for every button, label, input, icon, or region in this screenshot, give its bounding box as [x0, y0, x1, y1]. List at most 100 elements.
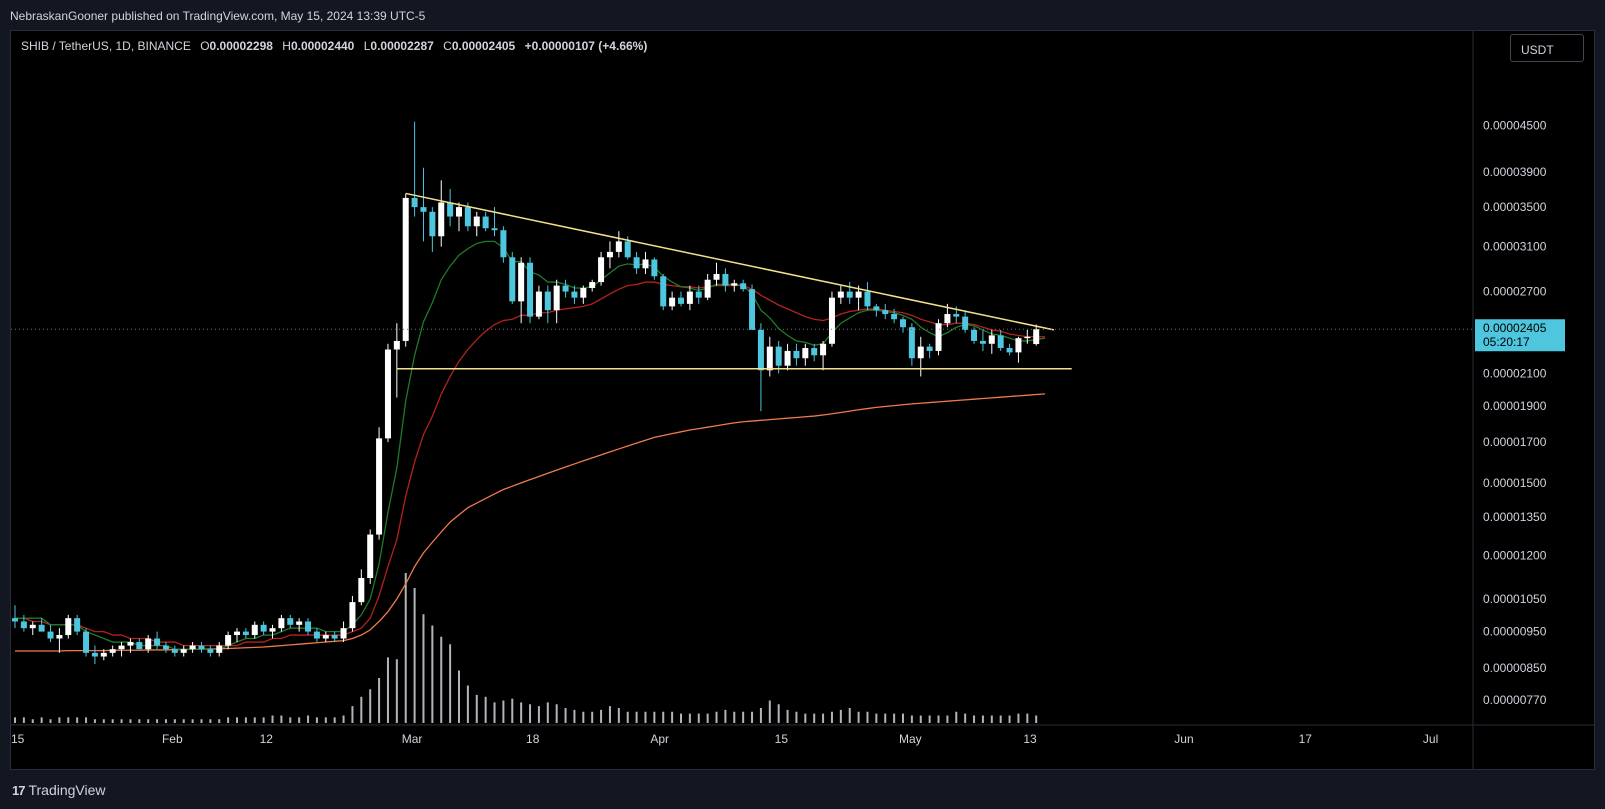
currency-button[interactable]: USDT	[1510, 34, 1584, 62]
candle-body	[278, 618, 285, 629]
candle-body	[171, 649, 178, 653]
volume-bar	[715, 711, 718, 723]
candle-body	[411, 197, 418, 208]
y-tick-label: 0.00000850	[1483, 661, 1547, 675]
volume-bar	[244, 717, 247, 723]
volume-bar	[484, 696, 487, 723]
candle-body	[349, 602, 356, 629]
volume-bar	[777, 704, 780, 723]
y-tick-label: 0.00001500	[1483, 476, 1547, 490]
high-label: H	[282, 39, 291, 53]
x-tick-label: 18	[526, 732, 540, 746]
volume-bar	[1017, 713, 1020, 723]
volume-bar	[31, 719, 34, 723]
low-value: 0.00002287	[370, 39, 434, 53]
tradingview-logo[interactable]: 17 TradingView	[12, 782, 106, 798]
candle-body	[527, 262, 534, 317]
volume-bar	[662, 711, 665, 723]
volume-bar	[653, 711, 656, 723]
candle-body	[242, 631, 249, 636]
candle-body	[749, 289, 756, 330]
candle-body	[793, 350, 800, 359]
volume-bar	[369, 689, 372, 723]
candle-body	[225, 635, 232, 646]
volume-bar	[644, 711, 647, 723]
candle-body	[322, 635, 329, 639]
volume-bar	[733, 711, 736, 723]
x-tick-label: Jun	[1174, 732, 1193, 746]
volume-bar	[866, 711, 869, 723]
volume-bar	[111, 719, 114, 723]
price-chart[interactable]: 0.00004500 0.00003900 0.00003500 0.00003100…	[11, 31, 1594, 769]
candle-body	[544, 291, 551, 311]
volume-bar	[227, 717, 230, 723]
volume-bar	[262, 717, 265, 723]
volume-bar	[351, 706, 354, 723]
candle-body	[731, 283, 738, 286]
candle-body	[606, 251, 613, 258]
volume-bar	[910, 715, 913, 723]
volume-bar	[626, 711, 629, 723]
volume-bar	[120, 719, 123, 723]
candle-body	[1006, 348, 1013, 353]
volume-bar	[857, 711, 860, 723]
volume-bar	[671, 711, 674, 723]
volume-bar	[49, 719, 52, 723]
descending-trendline	[405, 192, 1055, 331]
volume-bar	[697, 713, 700, 723]
volume-bar	[848, 708, 851, 723]
volume-bar	[156, 719, 159, 723]
volume-bar	[164, 719, 167, 723]
volume-bar	[822, 713, 825, 723]
chart-frame[interactable]: 0.00004500 0.00003900 0.00003500 0.00003100…	[10, 30, 1595, 770]
volume-bar	[173, 719, 176, 723]
volume-bar	[67, 717, 70, 723]
volume-bar	[182, 719, 185, 723]
volume-bar	[555, 704, 558, 723]
countdown-label: 05:20:17	[1483, 335, 1530, 349]
candle-body	[145, 638, 152, 650]
volume-bar	[955, 711, 958, 723]
volume-bar	[981, 715, 984, 723]
volume-bar	[58, 717, 61, 723]
candle-body	[766, 346, 773, 371]
volume-bar	[209, 719, 212, 723]
candle-body	[686, 291, 693, 304]
volume-bar	[724, 709, 727, 723]
volume-bar	[1035, 715, 1038, 723]
volume-bar	[236, 717, 238, 723]
volume-bar	[40, 717, 43, 723]
candle-body	[305, 621, 312, 632]
volume-bar	[404, 573, 407, 723]
candle-body	[864, 291, 871, 307]
volume-bar	[466, 685, 469, 723]
candle-body	[56, 635, 63, 639]
candle-body	[482, 216, 489, 229]
candle-body	[962, 316, 969, 330]
volume-bar	[342, 715, 345, 723]
volume-bar	[742, 711, 745, 723]
candle-body	[846, 291, 853, 298]
candle-body	[251, 624, 258, 636]
candle-body	[971, 329, 978, 341]
candle-body	[189, 645, 196, 650]
volume-bar	[413, 588, 416, 723]
volume-bar	[564, 708, 567, 723]
candle-body	[509, 257, 516, 302]
candle-body	[944, 314, 951, 324]
volume-bar	[537, 706, 540, 723]
candle-body	[784, 350, 791, 366]
footer: 17 TradingView	[0, 770, 1605, 809]
candle-body	[340, 628, 347, 639]
candle-body	[873, 306, 880, 311]
x-tick-label: 17	[1299, 732, 1313, 746]
close-label: C	[443, 39, 452, 53]
y-tick-label: 0.00000770	[1483, 693, 1547, 707]
volume-bar	[751, 711, 754, 723]
volume-bar	[14, 717, 16, 723]
volume-bar	[85, 717, 88, 723]
volume-bar	[759, 708, 762, 723]
candle-body	[376, 438, 383, 535]
volume-bar	[617, 708, 620, 723]
volume-bar	[22, 717, 25, 723]
